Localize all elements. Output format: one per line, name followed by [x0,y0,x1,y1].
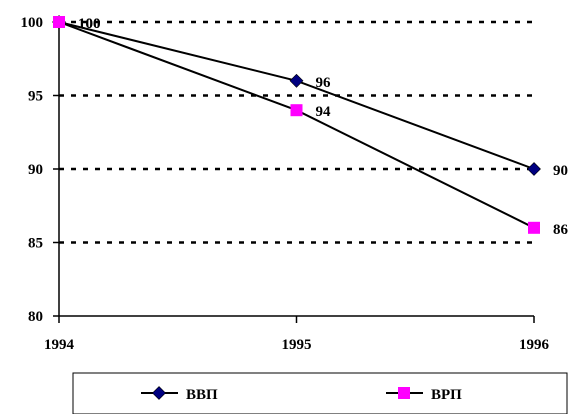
legend-label-1: ВВП [186,387,218,403]
data-point [290,74,303,87]
gridlines [59,22,536,243]
y-tick-label: 100 [21,15,44,31]
data-label: 90 [553,163,568,179]
x-tick-label: 1996 [519,337,550,353]
data-label: 96 [316,75,332,91]
y-tick-label: 90 [28,162,43,178]
data-point [53,16,65,28]
data-point [528,222,540,234]
data-point [528,163,541,176]
data-point [291,104,303,116]
series-line-1 [59,22,534,169]
legend-marker-2 [398,387,410,399]
data-label: 94 [316,104,332,120]
axes: 80 85 90 95 100 1994 1995 1996 [21,15,550,353]
y-tick-label: 80 [28,309,43,325]
x-tick-label: 1994 [44,337,75,353]
series-line-2 [59,22,534,228]
legend-label-2: ВРП [431,387,462,403]
y-tick-label: 95 [28,89,43,105]
data-label: 100 [78,16,101,32]
data-label: 86 [553,222,569,238]
x-tick-label: 1995 [282,337,312,353]
legend: ВВП ВРП [73,373,567,414]
y-tick-label: 85 [28,236,43,252]
series [53,16,541,234]
